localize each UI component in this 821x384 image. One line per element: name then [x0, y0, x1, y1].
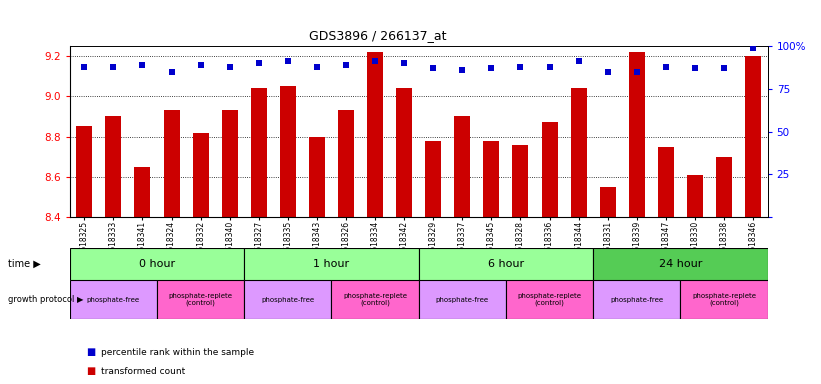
Bar	[629, 52, 644, 217]
Bar	[484, 141, 499, 217]
Bar	[76, 126, 92, 217]
Point	[688, 65, 701, 71]
Bar	[716, 157, 732, 217]
Bar	[250, 88, 267, 217]
Text: phosphate-replete
(control): phosphate-replete (control)	[343, 293, 407, 306]
Bar	[745, 56, 761, 217]
Text: phosphate-free: phosphate-free	[610, 296, 663, 303]
Bar	[571, 88, 587, 217]
Text: GDS3896 / 266137_at: GDS3896 / 266137_at	[309, 29, 447, 42]
Point	[310, 63, 323, 70]
Point	[659, 63, 672, 70]
Text: 1 hour: 1 hour	[314, 259, 350, 269]
Point	[485, 65, 498, 71]
Bar	[419, 248, 594, 280]
Bar	[454, 116, 470, 217]
Point	[514, 63, 527, 70]
Bar	[70, 248, 245, 280]
Bar	[332, 280, 419, 319]
Bar	[681, 280, 768, 319]
Bar	[594, 280, 681, 319]
Point	[631, 69, 644, 75]
Point	[746, 45, 759, 51]
Bar	[280, 86, 296, 217]
Bar	[157, 280, 245, 319]
Bar	[512, 145, 529, 217]
Bar	[542, 122, 557, 217]
Bar	[135, 167, 150, 217]
Bar	[594, 248, 768, 280]
Point	[369, 58, 382, 65]
Point	[456, 67, 469, 73]
Text: growth protocol ▶: growth protocol ▶	[8, 295, 84, 304]
Bar	[419, 280, 506, 319]
Point	[252, 60, 265, 66]
Bar	[397, 88, 412, 217]
Text: ■: ■	[86, 366, 95, 376]
Text: 0 hour: 0 hour	[139, 259, 175, 269]
Text: phosphate-replete
(control): phosphate-replete (control)	[517, 293, 581, 306]
Bar	[367, 52, 383, 217]
Bar	[687, 175, 703, 217]
Text: percentile rank within the sample: percentile rank within the sample	[101, 348, 255, 357]
Point	[194, 62, 207, 68]
Bar	[105, 116, 122, 217]
Point	[107, 63, 120, 70]
Bar	[222, 111, 238, 217]
Bar	[245, 280, 332, 319]
Point	[165, 69, 178, 75]
Point	[427, 65, 440, 71]
Text: phosphate-free: phosphate-free	[87, 296, 140, 303]
Point	[136, 62, 149, 68]
Point	[601, 69, 614, 75]
Bar	[658, 147, 674, 217]
Text: transformed count: transformed count	[101, 367, 186, 376]
Bar	[193, 132, 209, 217]
Bar	[163, 111, 180, 217]
Point	[339, 62, 352, 68]
Bar	[506, 280, 594, 319]
Point	[543, 63, 556, 70]
Point	[223, 63, 236, 70]
Text: phosphate-replete
(control): phosphate-replete (control)	[168, 293, 232, 306]
Point	[78, 63, 91, 70]
Point	[718, 65, 731, 71]
Bar	[425, 141, 441, 217]
Bar	[70, 280, 157, 319]
Text: phosphate-free: phosphate-free	[261, 296, 314, 303]
Bar	[338, 111, 354, 217]
Text: phosphate-replete
(control): phosphate-replete (control)	[692, 293, 756, 306]
Bar	[599, 187, 616, 217]
Point	[282, 58, 295, 65]
Bar	[309, 137, 325, 217]
Text: phosphate-free: phosphate-free	[436, 296, 488, 303]
Text: 24 hour: 24 hour	[658, 259, 702, 269]
Bar	[245, 248, 419, 280]
Point	[397, 60, 410, 66]
Text: 6 hour: 6 hour	[488, 259, 524, 269]
Point	[572, 58, 585, 65]
Text: time ▶: time ▶	[8, 259, 41, 269]
Text: ■: ■	[86, 347, 95, 357]
